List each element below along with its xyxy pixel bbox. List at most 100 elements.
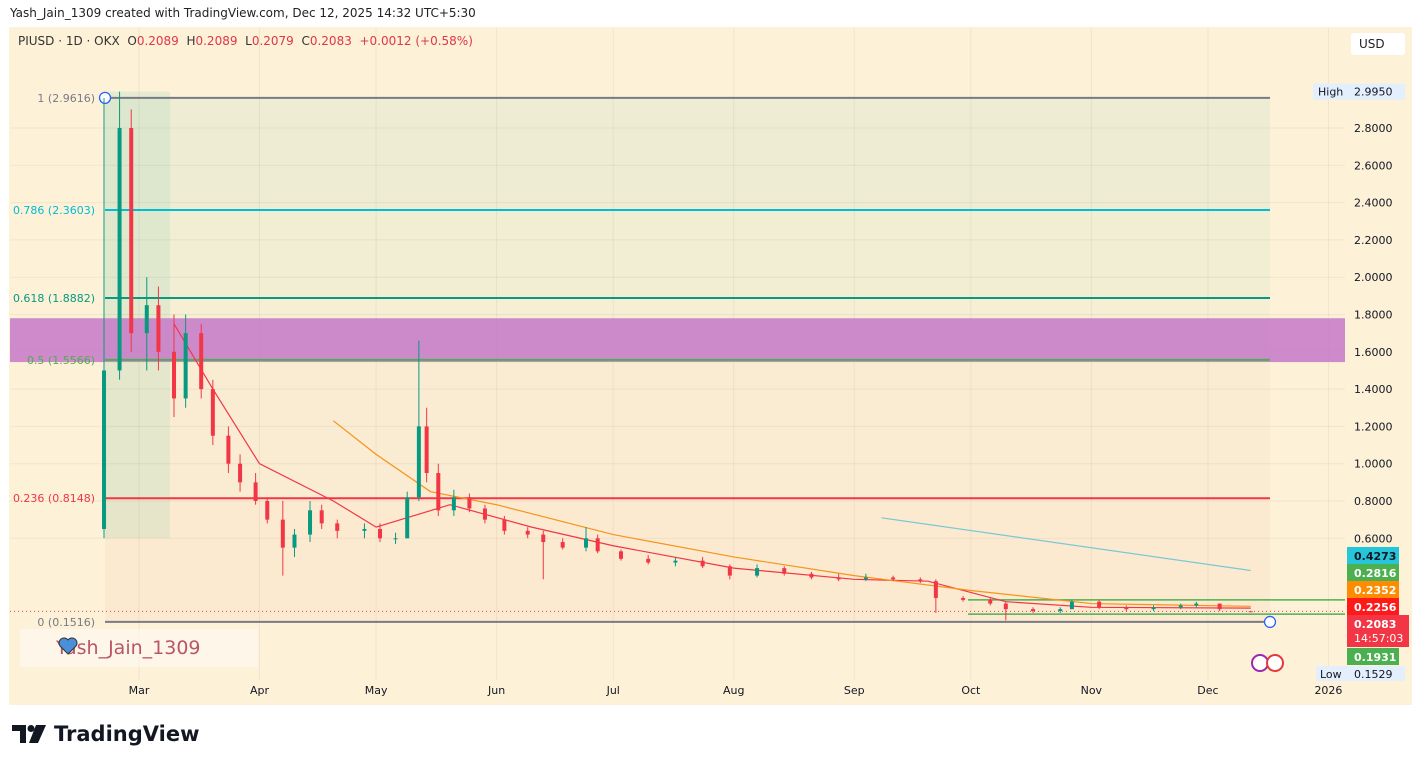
candle-body xyxy=(1003,603,1008,610)
candle-body xyxy=(467,497,472,509)
chart-frame[interactable] xyxy=(9,27,1412,705)
candle-body xyxy=(988,599,993,604)
candle-body xyxy=(1178,605,1183,608)
price-tick: 0.8000 xyxy=(1354,495,1393,508)
low-value: 0.2079 xyxy=(251,34,294,48)
candle-body xyxy=(308,510,313,535)
candle-body xyxy=(584,538,589,548)
candle-body xyxy=(436,473,441,511)
candle-body xyxy=(362,528,367,531)
lightning-event-icon xyxy=(1251,654,1269,672)
symbol[interactable]: PIUSD · 1D · OKX xyxy=(18,34,120,48)
fib-label: 0.786 (2.3603) xyxy=(13,204,95,217)
watermark: Yash_Jain_1309 xyxy=(20,629,258,667)
us-flag-event-icon xyxy=(1266,654,1284,672)
time-tick: Nov xyxy=(1081,684,1103,697)
candle-body xyxy=(424,426,429,474)
fib-label: 1 (2.9616) xyxy=(37,92,95,105)
price-axis-value: 0.2352 xyxy=(1354,584,1396,597)
candle-body xyxy=(673,560,678,563)
close-label: C xyxy=(301,34,310,48)
candle-body xyxy=(292,534,297,548)
candle-body xyxy=(238,463,243,483)
price-tick: 2.0000 xyxy=(1354,271,1393,284)
candle-body xyxy=(933,581,938,598)
candle-body xyxy=(253,482,258,501)
high-label: H xyxy=(186,34,196,48)
price-tick: 0.6000 xyxy=(1354,532,1393,545)
candle-body xyxy=(918,579,923,582)
candle-body xyxy=(144,305,149,334)
price-axis-label xyxy=(1347,564,1399,581)
fib-band xyxy=(105,97,1270,211)
open-value: 0.2089 xyxy=(136,34,179,48)
candle-body xyxy=(961,597,966,600)
candle-body xyxy=(199,333,204,390)
time-tick: Mar xyxy=(129,684,150,697)
candle-body xyxy=(210,389,215,436)
candle-body xyxy=(171,351,176,399)
high-badge xyxy=(1313,83,1405,100)
time-tick: Dec xyxy=(1197,684,1218,697)
candle-body xyxy=(393,538,398,540)
candle-body xyxy=(502,519,507,531)
candle-body xyxy=(416,426,421,498)
candle-body xyxy=(405,497,410,539)
candle-body xyxy=(891,577,896,580)
price-tick: 2.8000 xyxy=(1354,122,1393,135)
candle-body xyxy=(836,577,841,580)
candle-body xyxy=(809,573,814,578)
fib-band xyxy=(105,210,1270,299)
candle-body xyxy=(280,519,285,548)
price-axis-label xyxy=(1347,598,1399,615)
moving-average-line xyxy=(173,323,1251,609)
candle-body xyxy=(183,333,188,399)
price-tick: 2.4000 xyxy=(1354,197,1393,210)
price-tick: 1.4000 xyxy=(1354,383,1393,396)
open-label: O xyxy=(127,34,137,48)
price-axis-label xyxy=(1347,581,1399,598)
candle-body xyxy=(319,510,324,524)
close-value: 0.2083 xyxy=(309,34,352,48)
candle-body xyxy=(1248,611,1253,613)
candle-body xyxy=(117,128,122,371)
candle-body xyxy=(700,560,705,567)
tradingview-logo[interactable]: TradingView xyxy=(12,722,199,746)
price-tick: 2.2000 xyxy=(1354,234,1393,247)
fib-handle xyxy=(98,91,112,105)
candle-body xyxy=(378,528,382,539)
candle-body xyxy=(265,501,270,520)
candle-body xyxy=(156,305,161,352)
candle-body xyxy=(541,534,546,543)
fib-label: 0.236 (0.8148) xyxy=(13,492,95,505)
candle-body xyxy=(755,568,760,576)
price-tick: 1.0000 xyxy=(1354,458,1393,471)
low-label: L xyxy=(245,34,252,48)
price-tick: 2.6000 xyxy=(1354,159,1393,172)
candle-body xyxy=(451,497,456,511)
candle-body xyxy=(1217,603,1222,610)
candle-body xyxy=(129,128,134,334)
time-tick: Oct xyxy=(961,684,981,697)
candle-body xyxy=(1097,601,1102,608)
fib-label: 0.5 (1.5566) xyxy=(27,354,95,367)
candle-body xyxy=(727,566,732,576)
fib-label: 0 (0.1516) xyxy=(37,616,95,629)
candle-body xyxy=(102,370,107,529)
change-value: +0.0012 (+0.58%) xyxy=(359,34,473,48)
high-value: 0.2089 xyxy=(195,34,238,48)
currency-button[interactable]: USD xyxy=(1351,33,1405,55)
low-label: Low xyxy=(1320,668,1342,681)
purple-zone xyxy=(10,318,1345,363)
candle-body xyxy=(1124,607,1129,610)
candle-body xyxy=(226,435,231,464)
watermark-text: Yash_Jain_1309 xyxy=(56,637,201,659)
low-badge xyxy=(1316,666,1405,681)
candle-body xyxy=(782,568,787,574)
price-axis-label xyxy=(1347,648,1399,665)
price-axis-value: 0.2256 xyxy=(1354,601,1397,614)
candle-body xyxy=(646,558,651,563)
low-value: 0.1529 xyxy=(1354,668,1393,681)
fib-band xyxy=(105,359,1270,499)
